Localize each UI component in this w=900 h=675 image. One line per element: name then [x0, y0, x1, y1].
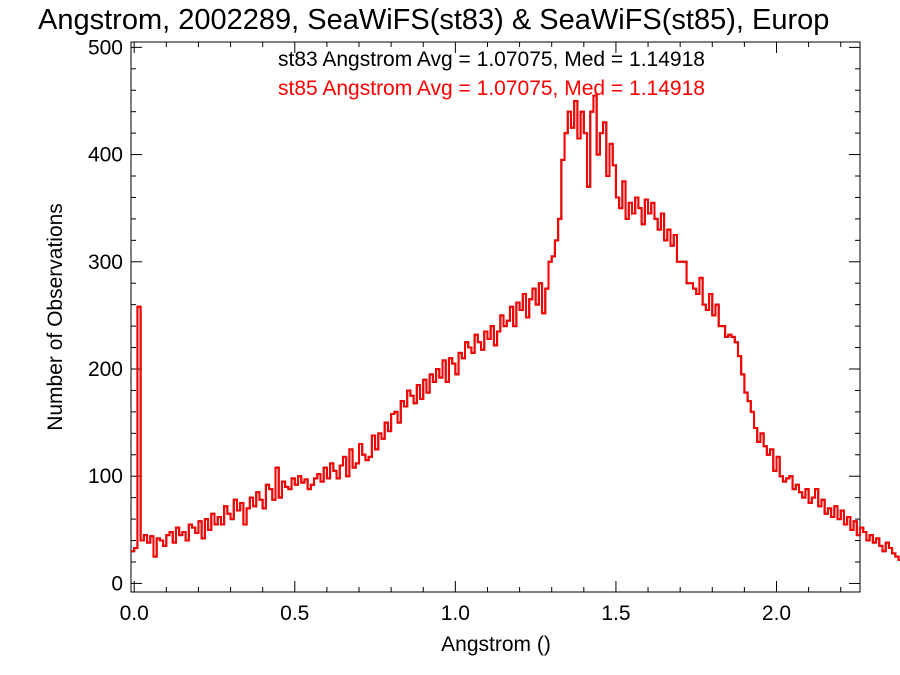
x-tick-label: 1.0 [441, 602, 470, 625]
y-tick-label: 400 [88, 144, 123, 167]
x-tick-label: 1.5 [601, 602, 630, 625]
axis-tick-labels: 0.0 0.5 1.0 1.5 2.0 0 100 200 300 400 500 [88, 36, 791, 625]
series-line-st85 [131, 94, 900, 561]
x-axis-label: Angstrom () [441, 633, 551, 656]
plot-area-frame [130, 41, 861, 593]
series-layer [131, 94, 900, 561]
chart-title: Angstrom, 2002289, SeaWiFS(st83) & SeaWi… [38, 4, 829, 36]
legend-entry-st83: st83 Angstrom Avg = 1.07075, Med = 1.149… [278, 48, 705, 71]
y-tick-label: 100 [88, 465, 123, 488]
y-tick-label: 500 [88, 36, 123, 59]
y-axis-label: Number of Observations [44, 203, 67, 431]
x-tick-label: 0.0 [120, 602, 149, 625]
y-tick-label: 0 [111, 572, 123, 595]
legend-entry-st85: st85 Angstrom Avg = 1.07075, Med = 1.149… [278, 77, 705, 100]
axis-ticks [131, 42, 860, 592]
x-tick-label: 2.0 [762, 602, 791, 625]
y-tick-label: 300 [88, 251, 123, 274]
x-tick-label: 0.5 [280, 602, 309, 625]
y-tick-label: 200 [88, 358, 123, 381]
